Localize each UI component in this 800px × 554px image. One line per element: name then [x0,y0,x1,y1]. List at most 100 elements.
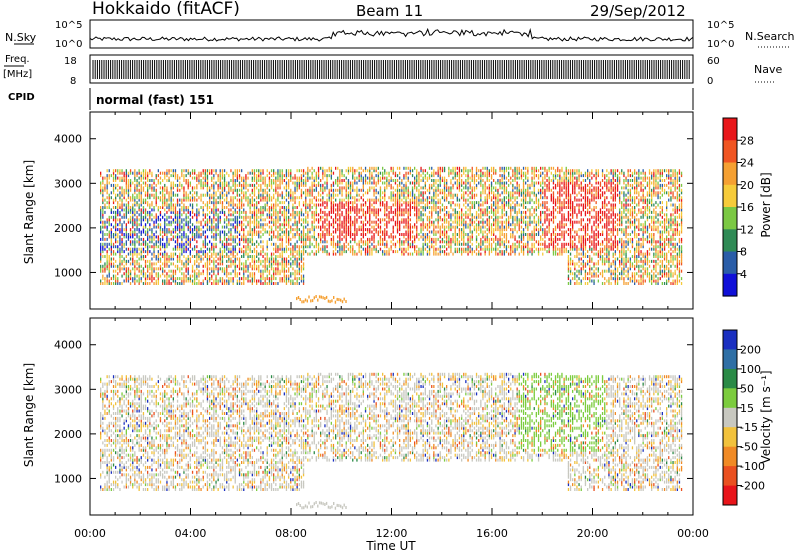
power-echo [153,237,155,241]
power-echo [125,277,127,281]
power-echo [469,196,471,200]
power-echo [392,191,394,195]
power-echo [206,277,209,281]
power-echo [123,245,125,249]
power-echo [399,176,401,180]
power-echo [253,188,256,192]
power-echo [179,269,181,273]
power-echo [202,245,204,249]
power-echo [418,247,420,251]
power-echo [230,196,232,200]
power-echo [196,203,198,207]
power-echo [416,186,418,190]
power-echo [170,223,172,227]
power-echo [367,176,369,180]
power-echo [168,196,170,200]
power-echo [200,250,202,254]
power-echo [456,247,458,251]
power-echo [275,225,277,229]
power-echo [409,166,411,170]
power-echo [437,210,439,214]
power-echo [371,230,373,234]
power-echo [117,183,119,187]
power-echo [264,252,266,256]
power-echo [275,277,277,281]
power-echo [166,274,168,278]
power-echo [428,196,431,200]
power-echo [253,247,256,251]
power-echo [382,218,384,222]
power-echo [300,188,303,192]
power-echo [219,174,221,178]
power-echo [379,225,382,229]
power-echo [349,215,352,219]
power-echo [390,233,392,236]
power-echo [403,201,405,205]
power-echo [241,250,243,254]
power-echo [159,210,162,214]
power-echo [256,206,258,209]
power-echo [181,237,183,241]
power-echo [223,174,226,178]
power-echo [209,218,211,222]
power-echo [112,188,115,192]
power-echo [354,196,356,200]
power-echo [110,282,112,285]
power-echo [144,171,147,175]
power-echo [230,237,232,241]
power-echo [115,245,117,249]
power-echo [446,206,448,209]
power-echo [465,210,467,214]
power-echo [330,166,332,170]
power-echo [112,264,115,268]
power-echo [140,272,142,276]
power-echo [134,282,136,285]
power-echo [268,193,271,197]
power-echo [266,255,268,258]
power-echo [223,272,226,276]
power-echo [452,183,454,187]
power-echo [343,215,345,219]
power-echo [196,264,198,268]
power-echo [204,242,206,246]
power-echo [138,188,140,192]
power-echo [234,183,236,187]
power-echo [258,174,260,178]
power-echo [134,279,136,283]
power-echo [179,257,181,261]
power-echo [172,255,174,258]
power-echo [230,201,232,205]
power-echo [179,188,181,192]
power-echo [166,237,168,241]
power-echo [379,208,382,212]
power-echo [211,196,213,200]
power-echo [159,218,162,222]
power-echo [358,166,360,170]
power-echo [264,203,266,207]
power-echo [256,259,258,263]
power-echo [253,225,256,229]
power-echo [155,262,157,266]
power-echo [324,169,326,173]
power-echo [364,233,367,236]
power-echo [260,225,262,229]
power-echo [155,203,157,207]
power-echo [100,264,102,268]
power-echo [181,240,183,244]
power-echo [403,183,405,187]
power-echo [129,277,132,281]
power-echo [362,247,364,251]
power-echo [115,179,117,182]
power-echo [108,196,110,200]
power-echo [439,240,441,244]
power-echo [228,203,230,207]
power-echo [142,240,145,244]
power-echo [228,213,230,217]
power-echo [132,220,134,224]
power-echo [140,223,142,227]
power-echo [183,245,185,249]
power-echo [281,269,283,273]
power-echo [159,264,162,268]
power-echo [174,183,177,187]
power-echo [277,282,279,285]
